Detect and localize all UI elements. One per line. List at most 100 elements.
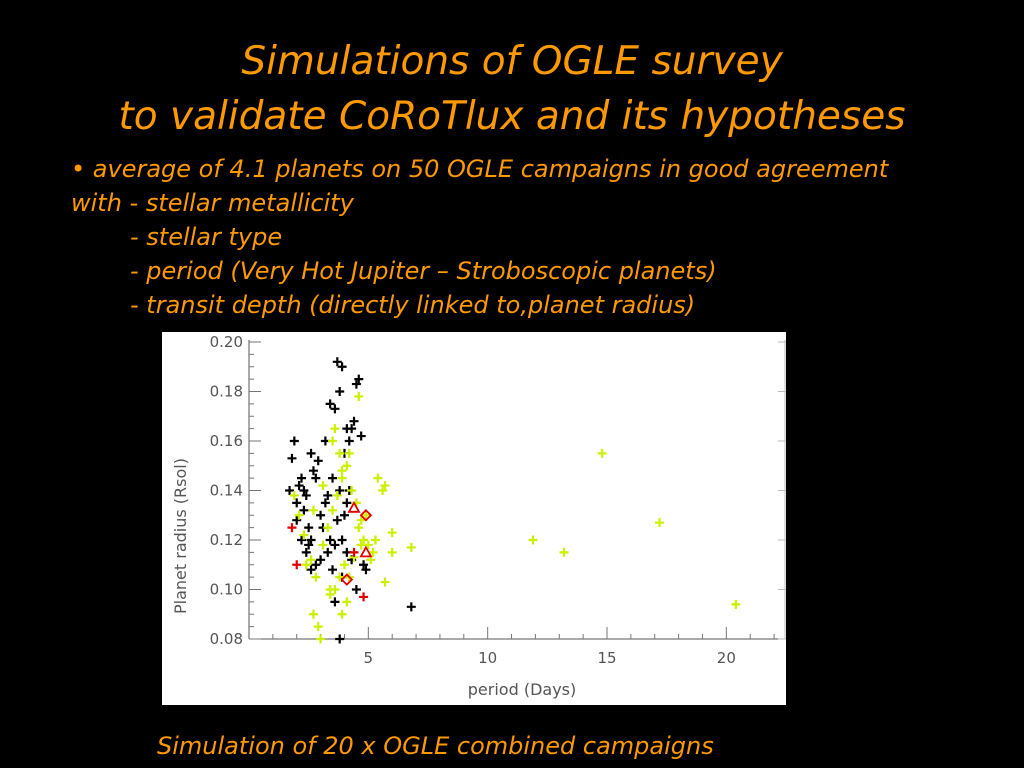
plus-marker [299, 505, 309, 515]
plus-marker [380, 577, 390, 587]
plus-marker [337, 362, 347, 372]
plus-marker [332, 490, 342, 500]
chart-points [285, 357, 741, 644]
scatter-chart: 0.08 0.10 0.12 0.14 0.16 0.18 0.20 5 10 15 20 peri… [162, 332, 786, 705]
plus-marker [320, 498, 330, 508]
y-tick-label: 0.14 [210, 482, 243, 500]
plus-marker [328, 505, 338, 515]
plus-marker [306, 565, 316, 575]
plus-marker [356, 515, 366, 525]
plus-marker [368, 547, 378, 557]
plus-marker [313, 456, 323, 466]
bullet-line-4: - period (Very Hot Jupiter – Stroboscopi… [130, 257, 717, 285]
plus-marker [359, 560, 369, 570]
plus-marker [332, 515, 342, 525]
title-line-2: to validate CoRoTlux and its hypotheses [118, 94, 906, 139]
plus-marker [356, 431, 366, 441]
x-axis-label: period (Days) [468, 680, 576, 699]
plus-marker [325, 399, 335, 409]
plus-marker [337, 535, 347, 545]
x-tick-label: 10 [478, 649, 497, 667]
diamond-marker [340, 573, 354, 586]
plus-marker [292, 560, 302, 570]
triangle-marker [359, 545, 373, 558]
bullet-line-1: • average of 4.1 planets on 50 OGLE camp… [71, 155, 889, 183]
plus-marker [294, 481, 304, 491]
plus-marker [335, 572, 345, 582]
plus-marker [528, 535, 538, 545]
plus-marker [323, 523, 333, 533]
plus-marker [289, 490, 299, 500]
plus-marker [292, 515, 302, 525]
y-axis-label: Planet radius (Rsol) [171, 458, 190, 614]
bullet-line-2: with - stellar metallicity [71, 189, 354, 217]
plus-marker [359, 592, 369, 602]
plus-marker [318, 540, 328, 550]
y-tick-label: 0.20 [210, 333, 243, 351]
slide-title: Simulations of OGLE survey to validate C… [0, 34, 1024, 144]
plus-marker [597, 448, 607, 458]
plus-marker [330, 540, 340, 550]
plus-marker [311, 473, 321, 483]
plus-marker [356, 540, 366, 550]
plus-marker [378, 486, 388, 495]
x-tick-label: 20 [717, 649, 736, 667]
plus-marker [342, 498, 352, 508]
plus-marker [328, 473, 338, 483]
y-tick-label: 0.10 [210, 581, 243, 599]
plus-marker [304, 540, 314, 550]
plus-marker [349, 547, 359, 557]
plus-marker [316, 510, 326, 520]
plus-marker [361, 510, 371, 520]
plus-marker [337, 609, 347, 619]
plus-marker [342, 597, 352, 607]
y-tick-label: 0.16 [210, 432, 243, 450]
plus-marker [306, 448, 316, 458]
plus-marker [323, 490, 333, 500]
plus-marker [351, 585, 361, 594]
plus-marker [370, 535, 380, 545]
plus-marker [387, 528, 397, 538]
plus-marker [287, 453, 297, 463]
plus-marker [325, 585, 335, 594]
plus-marker [285, 486, 295, 495]
title-line-1: Simulations of OGLE survey [241, 39, 783, 84]
y-tick-label: 0.08 [210, 630, 243, 648]
plus-marker [361, 565, 371, 575]
plus-marker [332, 357, 342, 367]
plus-marker [344, 448, 354, 458]
y-tick-label: 0.18 [210, 383, 243, 401]
plus-marker [297, 535, 307, 545]
plus-marker [313, 622, 323, 632]
plus-marker [330, 424, 340, 434]
plus-marker [354, 523, 364, 533]
plus-marker [335, 387, 345, 396]
x-tick-label: 15 [597, 649, 616, 667]
plus-marker [337, 466, 347, 476]
plus-marker [359, 535, 369, 545]
plus-marker [287, 523, 297, 533]
plus-marker [325, 535, 335, 545]
plus-marker [349, 416, 359, 426]
plus-marker [335, 448, 345, 458]
plus-marker [311, 572, 321, 582]
plus-marker [306, 535, 316, 545]
plus-marker [289, 436, 299, 446]
triangle-marker [347, 500, 361, 513]
plus-marker [731, 599, 741, 609]
chart-caption: Simulation of 20 x OGLE combined campaig… [157, 732, 714, 760]
plus-marker [308, 505, 318, 515]
chart-svg: 0.08 0.10 0.12 0.14 0.16 0.18 0.20 5 10 15 20 peri… [171, 333, 786, 699]
y-tick-label: 0.12 [210, 531, 243, 549]
bullet-line-5: - transit depth (directly linked to,plan… [130, 291, 696, 319]
plus-marker [387, 547, 397, 557]
plus-marker [339, 560, 349, 570]
plus-marker [316, 555, 326, 565]
plus-marker [316, 634, 326, 644]
plus-marker [406, 542, 416, 552]
plus-marker [351, 379, 361, 389]
plus-marker [335, 486, 345, 495]
plus-marker [301, 547, 311, 557]
plus-marker [306, 555, 316, 565]
plus-marker [347, 486, 357, 495]
